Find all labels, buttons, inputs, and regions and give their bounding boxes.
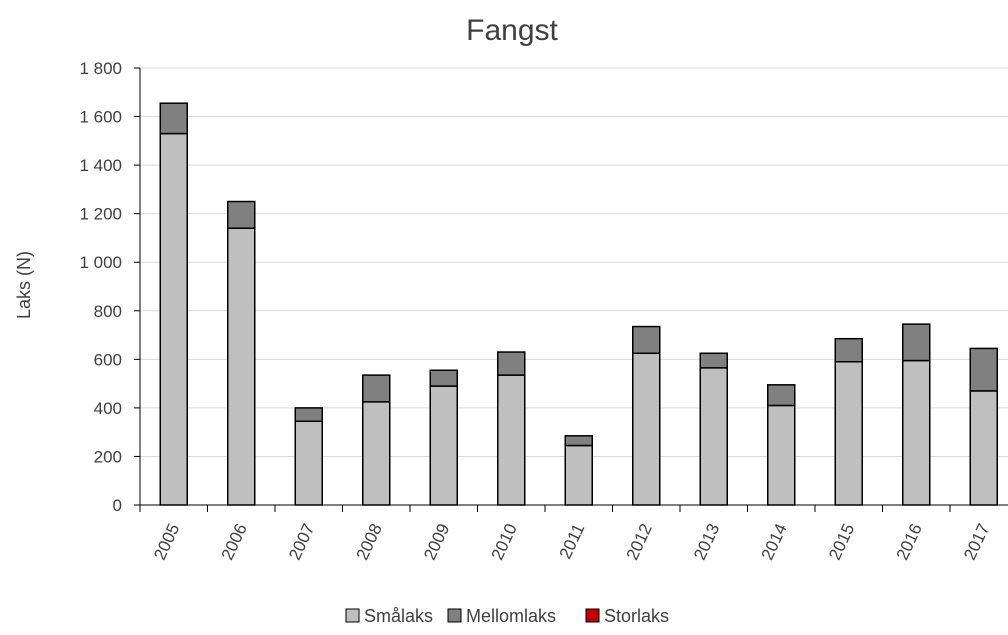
y-tick-label: 200 — [94, 447, 122, 466]
x-tick-label: 2007 — [285, 521, 318, 563]
bar-mellomlaks-2013 — [699, 352, 728, 369]
bar-smålaks-2006 — [227, 227, 256, 506]
x-tick-label: 2016 — [893, 521, 926, 563]
bar-smålaks-2009 — [429, 385, 458, 506]
legend-swatch-mellomlaks — [447, 608, 462, 623]
x-tick-label: 2014 — [758, 521, 791, 563]
bar-smålaks-2005 — [159, 132, 188, 506]
y-axis-label: Laks (N) — [14, 251, 34, 319]
x-tick-label: 2006 — [218, 521, 251, 563]
x-tick-label: 2008 — [353, 521, 386, 563]
y-tick-label: 600 — [94, 350, 122, 369]
bar-smålaks-2007 — [294, 420, 323, 506]
bar-mellomlaks-2015 — [834, 337, 863, 363]
y-tick-labels: 0 200 400 600 800 1 000 1 200 1 400 1 600 1 800 — [79, 59, 122, 515]
bar-smålaks-2010 — [497, 374, 526, 506]
bar-mellomlaks-2008 — [362, 374, 391, 403]
legend-swatch-smålaks — [345, 608, 360, 623]
bar-mellomlaks-2006 — [227, 200, 256, 229]
legend-swatch-storlaks — [585, 608, 600, 623]
x-tick-label: 2017 — [960, 521, 993, 563]
y-tick-label: 1 800 — [79, 59, 122, 78]
y-tick-label: 800 — [94, 302, 122, 321]
legend: Smålaks Mellomlaks Storlaks — [345, 606, 669, 626]
y-tick-label: 1 200 — [79, 205, 122, 224]
axes — [134, 67, 1008, 512]
bar-smålaks-2013 — [699, 367, 728, 506]
legend-label-storlaks: Storlaks — [604, 606, 669, 626]
bar-smålaks-2016 — [902, 359, 931, 506]
x-tick-label: 2009 — [420, 521, 453, 563]
bar-mellomlaks-2012 — [632, 325, 661, 355]
bar-smålaks-2011 — [564, 444, 593, 506]
y-tick-label: 1 600 — [79, 108, 122, 127]
bar-mellomlaks-2017 — [969, 347, 998, 392]
bars — [159, 102, 998, 506]
y-tick-label: 1 000 — [79, 253, 122, 272]
x-tick-label: 2015 — [825, 521, 858, 563]
y-tick-label: 1 400 — [79, 156, 122, 175]
y-tick-label: 0 — [113, 496, 122, 515]
y-tick-label: 400 — [94, 399, 122, 418]
bar-smålaks-2012 — [632, 352, 661, 506]
bar-mellomlaks-2005 — [159, 102, 188, 135]
bar-mellomlaks-2009 — [429, 369, 458, 387]
x-tick-labels: 2005 2006 2007 2008 2009 2010 2011 2012 2013 2014… — [150, 521, 993, 563]
legend-label-smålaks: Smålaks — [364, 606, 433, 626]
x-tick-label: 2011 — [556, 521, 589, 562]
bar-smålaks-2015 — [834, 361, 863, 506]
bar-smålaks-2017 — [969, 390, 998, 506]
chart-title: Fangst — [466, 14, 558, 47]
bar-mellomlaks-2014 — [767, 384, 796, 407]
bar-smålaks-2008 — [362, 401, 391, 506]
bar-smålaks-2014 — [767, 404, 796, 506]
bar-mellomlaks-2010 — [497, 351, 526, 376]
x-tick-label: 2005 — [150, 521, 183, 563]
bar-mellomlaks-2011 — [564, 435, 593, 447]
x-tick-label: 2010 — [488, 521, 521, 563]
x-tick-label: 2012 — [623, 521, 656, 563]
gridlines — [140, 67, 1008, 457]
x-tick-label: 2013 — [690, 521, 723, 563]
bar-mellomlaks-2007 — [294, 407, 323, 422]
bar-mellomlaks-2016 — [902, 323, 931, 362]
legend-label-mellomlaks: Mellomlaks — [466, 606, 556, 626]
